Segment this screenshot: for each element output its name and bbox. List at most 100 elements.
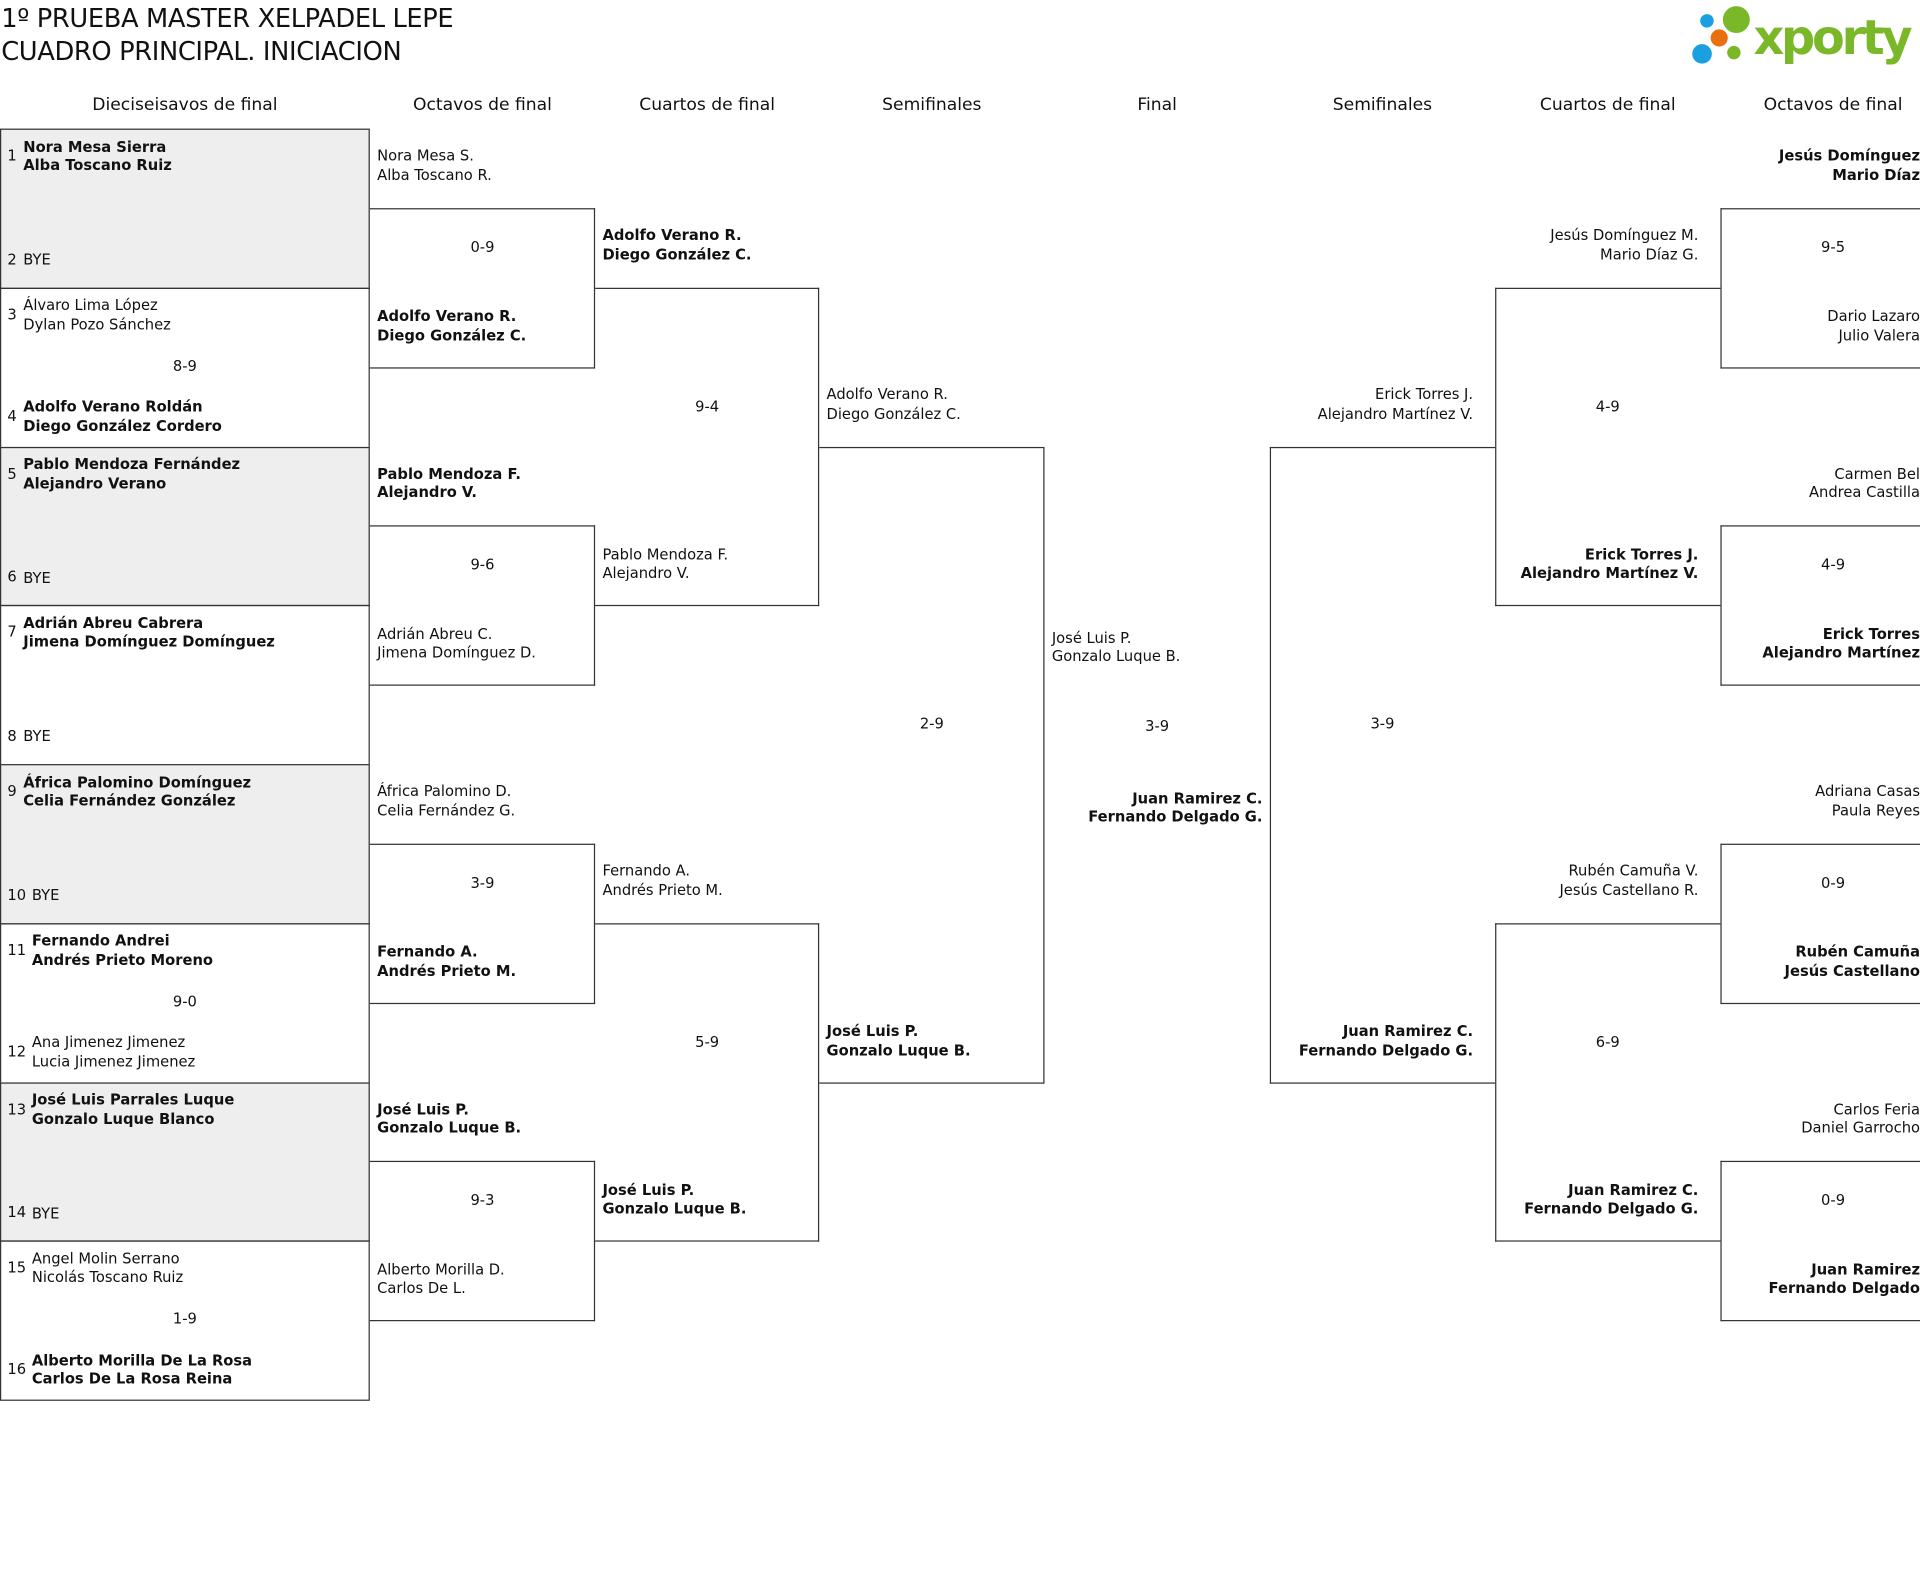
match-box[interactable] [819,446,1045,1084]
seed-number: 15 [7,1259,27,1277]
seed-number: 9 [7,782,17,800]
match-box[interactable] [0,446,370,607]
logo-text: xporty [1753,11,1912,66]
player-name: Gonzalo Luque B. [1051,647,1181,665]
seed-number: 14 [7,1203,27,1222]
match-box[interactable] [1495,922,1721,1242]
match-box[interactable] [1720,843,1920,1004]
match-box[interactable] [369,208,596,369]
player-name: Alejandro V. [602,564,690,582]
match-box[interactable] [1720,1161,1920,1322]
match-box[interactable] [369,525,596,686]
team-names: José Luis P. Gonzalo Luque B. [827,1022,1040,1060]
player-name: Nicolás Toscano Ruiz [31,1268,184,1287]
match-score: 5-9 [695,1032,720,1051]
match-box[interactable] [595,287,820,607]
player-name: Juan Ramirez [1811,1260,1920,1278]
player-name: Carmen Bel [1834,465,1920,483]
page-title: 1º PRUEBA MASTER XELPADEL LEPE CUADRO PR… [1,2,453,68]
player-name: Pablo Mendoza F. [377,465,521,483]
player-name: José Luis P. [1051,628,1132,646]
match-box[interactable] [369,1161,596,1322]
player-name: Jimena Domínguez Domínguez [23,633,275,651]
player-name: Dario Lazaro [1827,307,1920,325]
seed-number: 8 [7,727,17,745]
team-names: BYE [23,251,354,270]
player-name: José Luis P. [602,1181,695,1199]
team-names: Ana Jimenez Jimenez Lucia Jimenez Jimenez [32,1033,363,1071]
match-box[interactable] [1720,525,1920,686]
match-box[interactable] [369,843,596,1004]
logo-dot [1727,45,1741,60]
player-name: BYE [23,251,51,269]
round-header: Cuartos de final [1539,95,1676,116]
player-name: Alejandro Martínez [1762,644,1920,662]
match-box[interactable] [595,922,820,1242]
match-box[interactable] [1495,287,1721,607]
team-names: Rubén Camuña V. Jesús Castellano R. [1488,862,1699,900]
match-box[interactable] [0,128,370,289]
player-name: Erick Torres J. [1375,385,1474,403]
match-box[interactable] [1269,446,1496,1084]
player-name: Fernando Delgado [1768,1279,1920,1297]
team-names: Rubén Camuña Jesús Castellano [1709,943,1920,981]
player-name: Alba Toscano R. [377,166,492,184]
team-names: Pablo Mendoza F. Alejandro V. [602,546,814,584]
player-name: Erick Torres [1822,625,1920,643]
match-score: 0-9 [1821,1191,1846,1209]
match-score: 1-9 [172,1310,197,1328]
match-score: 9-0 [172,992,197,1010]
team-names: José Luis P. Gonzalo Luque B. [602,1181,814,1219]
team-names: Jesús Domínguez Mario Díaz [1709,147,1920,185]
player-name: Angel Molin Serrano [31,1249,180,1268]
player-name: Alejandro Verano [23,474,167,492]
team-names: BYE [32,887,363,906]
player-name: Diego González C. [377,326,527,344]
player-name: Rubén Camuña [1795,943,1920,961]
player-name: Gonzalo Luque Blanco [31,1110,215,1128]
player-name: Adrián Abreu C. [377,625,493,643]
seed-number: 1 [7,146,17,165]
logo-dot [1710,29,1728,47]
player-name: Dylan Pozo Sánchez [23,315,171,333]
team-names: Adolfo Verano R. Diego González C. [827,386,1040,424]
team-names: BYE [23,569,354,588]
player-name: Nora Mesa Sierra [23,137,167,155]
seed-number: 10 [7,886,27,904]
seed-number: 7 [7,623,17,641]
player-name: Jesús Castellano [1784,961,1920,980]
player-name: BYE [31,1204,60,1222]
team-names: Jesús Domínguez M. Mario Díaz G. [1488,226,1699,265]
title-line-2: CUADRO PRINCIPAL. INICIACION [1,36,402,67]
match-score: 9-6 [470,556,495,574]
team-names: África Palomino Domínguez Celia Fernández… [23,773,354,811]
match-score: 9-4 [695,397,720,415]
player-name: África Palomino D. [377,782,512,801]
player-name: Mario Díaz [1832,166,1920,184]
match-box[interactable] [1720,208,1920,369]
round-header: Semifinales [882,95,982,116]
player-name: Fernando Delgado G. [1088,808,1263,826]
team-names: Adolfo Verano R. Diego González C. [602,227,814,265]
player-name: Adolfo Verano R. [826,385,948,403]
player-name: Jesús Domínguez M. [1550,226,1699,244]
player-name: Gonzalo Luque B. [602,1200,747,1218]
player-name: Gonzalo Luque B. [377,1119,522,1137]
team-names: Carmen Bel Andrea Castilla [1709,465,1920,503]
player-name: Pablo Mendoza F. [602,545,729,563]
player-name: Pablo Mendoza Fernández [23,455,241,473]
team-names: Fernando A. Andrés Prieto M. [377,943,590,981]
match-score: 8-9 [172,357,197,375]
player-name: Paula Reyes [1831,801,1920,820]
team-names: Nora Mesa Sierra Alba Toscano Ruiz [23,138,354,176]
player-name: Álvaro Lima López [23,296,158,314]
match-box[interactable] [0,764,370,925]
match-score: 0-9 [470,238,495,256]
player-name: Adrián Abreu Cabrera [23,614,204,632]
match-box[interactable] [0,1240,370,1401]
player-name: Jesús Castellano R. [1559,881,1699,899]
match-box[interactable] [0,1081,370,1242]
team-names: Angel Molin Serrano Nicolás Toscano Ruiz [32,1250,363,1288]
seed-number: 5 [7,464,17,482]
player-name: Jesús Domínguez [1778,147,1920,165]
